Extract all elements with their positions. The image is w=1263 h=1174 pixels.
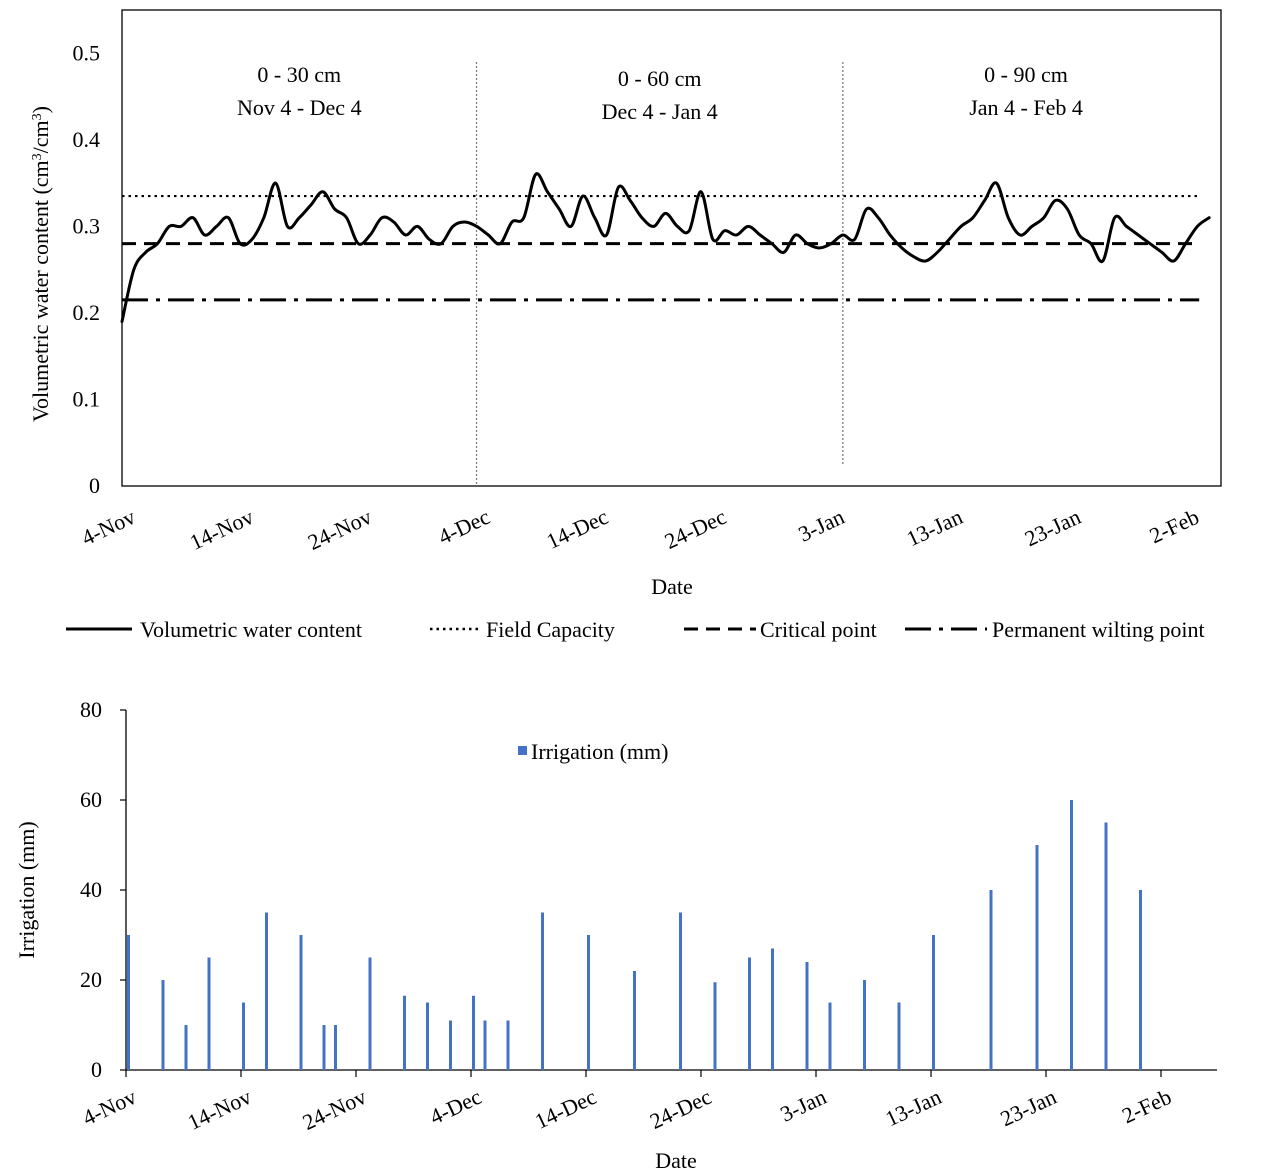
bar — [483, 1020, 487, 1070]
legend-swatch-irrigation — [518, 746, 527, 755]
y-tick-label: 0 — [91, 1057, 102, 1082]
bar — [403, 995, 406, 1070]
bar — [161, 980, 165, 1070]
y-tick-label: 0.1 — [73, 386, 101, 411]
x-tick-label: 4-Dec — [434, 504, 493, 549]
irrigation-chart: 0 20 40 60 80 4-Nov 14-Nov 24-Nov 4-Dec 14-Dec 24… — [14, 697, 1217, 1173]
legend-label-irrigation: Irrigation (mm) — [531, 739, 668, 764]
bar — [541, 912, 544, 1070]
bar — [897, 1002, 901, 1070]
legend-label-field-capacity: Field Capacity — [486, 617, 615, 642]
bar — [771, 948, 774, 1070]
bar — [334, 1025, 337, 1070]
y-axis-label: Irrigation (mm) — [14, 821, 39, 958]
zone-period-label: Nov 4 - Dec 4 — [237, 95, 362, 120]
x-tick-label: 23-Jan — [996, 1084, 1060, 1131]
x-tick-label: 2-Feb — [1146, 504, 1203, 548]
bar — [1035, 845, 1039, 1070]
bar — [449, 1020, 452, 1070]
bar — [472, 995, 475, 1070]
bar — [184, 1025, 188, 1070]
bars — [127, 800, 1142, 1070]
x-tick-label: 14-Nov — [184, 1084, 255, 1135]
bar — [587, 935, 590, 1070]
legend-label-critical-point: Critical point — [760, 617, 877, 642]
y-tick-label: 0 — [89, 473, 100, 498]
y-tick-label: 40 — [80, 877, 102, 902]
y-axis-label: Volumetric water content (cm3/cm3) — [28, 106, 53, 422]
y-axis-label-part: /cm — [28, 120, 53, 153]
x-tick-label: 13-Jan — [881, 1084, 945, 1131]
y-tick-label: 60 — [80, 787, 102, 812]
y-tick-label: 20 — [80, 967, 102, 992]
y-axis-label-superscript: 3 — [30, 153, 45, 160]
bar — [633, 971, 636, 1070]
bar — [1104, 822, 1108, 1070]
bar — [265, 912, 268, 1070]
bar — [679, 912, 682, 1070]
zone-depth-label: 0 - 60 cm — [618, 66, 702, 91]
y-axis-label-superscript: 3 — [30, 113, 45, 120]
x-tick-label: 4-Nov — [79, 1084, 141, 1130]
x-tick-label: 4-Dec — [426, 1084, 485, 1129]
zone-period-label: Jan 4 - Feb 4 — [969, 95, 1083, 120]
zone-depth-label: 0 - 90 cm — [984, 62, 1068, 87]
x-tick-label: 2-Feb — [1118, 1084, 1175, 1128]
zone-period-label: Dec 4 - Jan 4 — [602, 99, 718, 124]
depth-zones: 0 - 30 cm Nov 4 - Dec 4 0 - 60 cm Dec 4 - J… — [237, 62, 1083, 486]
bar — [748, 957, 751, 1070]
plot-area-frame — [121, 9, 1222, 487]
bar — [127, 935, 130, 1070]
bar — [299, 935, 303, 1070]
y-axis-label-part: ) — [28, 106, 53, 113]
bar — [932, 935, 935, 1070]
x-tick-label: 23-Jan — [1021, 504, 1085, 551]
x-tick-label: 24-Nov — [304, 504, 375, 555]
y-axis-label-part: Volumetric water content (cm — [28, 160, 53, 422]
x-tick-label: 3-Jan — [776, 1084, 830, 1127]
bar — [368, 957, 372, 1070]
y-axis-ticks: 0 20 40 60 80 — [80, 697, 126, 1082]
bar — [1070, 800, 1073, 1070]
y-tick-label: 0.3 — [73, 213, 101, 238]
x-tick-label: 14-Nov — [186, 504, 257, 555]
bar — [713, 982, 717, 1070]
legend: Irrigation (mm) — [518, 739, 668, 764]
bar — [805, 962, 809, 1070]
x-tick-label: 24-Dec — [661, 504, 730, 554]
x-axis-label: Date — [655, 1148, 697, 1173]
x-tick-label: 13-Jan — [903, 504, 967, 551]
bar — [1139, 890, 1142, 1070]
x-axis-ticks: 4-Nov 14-Nov 24-Nov 4-Dec 14-Dec 24-Dec 3-Jan 1… — [78, 504, 1203, 555]
x-tick-label: 24-Nov — [299, 1084, 370, 1135]
legend-label-permanent-wilting-point: Permanent wilting point — [992, 617, 1205, 642]
bar — [506, 1020, 510, 1070]
x-tick-label: 24-Dec — [646, 1084, 715, 1134]
reference-lines — [122, 194, 1200, 302]
bar — [242, 1002, 245, 1070]
y-tick-label: 0.4 — [73, 127, 101, 152]
series-line-volumetric-water-content — [120, 172, 1211, 324]
bar — [863, 980, 866, 1070]
bar — [322, 1025, 326, 1070]
legend-label-volumetric-water-content: Volumetric water content — [140, 617, 362, 642]
bar — [207, 957, 211, 1070]
zone-depth-label: 0 - 30 cm — [257, 62, 341, 87]
legend: Volumetric water content Field Capacity Cr… — [66, 617, 1205, 642]
x-tick-label: 14-Dec — [543, 504, 612, 554]
x-tick-label: 3-Jan — [794, 504, 848, 547]
y-tick-label: 80 — [80, 697, 102, 722]
bar — [426, 1002, 429, 1070]
bar — [989, 890, 993, 1070]
y-tick-label: 0.2 — [73, 300, 101, 325]
x-axis-label: Date — [651, 574, 693, 599]
y-tick-label: 0.5 — [73, 40, 101, 65]
bar — [828, 1002, 832, 1070]
x-tick-label: 14-Dec — [531, 1084, 600, 1134]
x-axis-ticks: 4-Nov 14-Nov 24-Nov 4-Dec 14-Dec 24-Dec 3-Jan 1… — [79, 1070, 1175, 1135]
x-tick-label: 4-Nov — [78, 504, 140, 550]
y-axis-ticks: 0 0.1 0.2 0.3 0.4 0.5 — [73, 40, 101, 498]
